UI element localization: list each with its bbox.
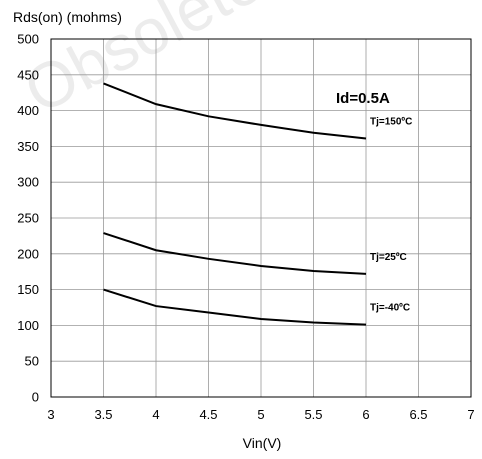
series-line [103,288,367,326]
plot-area [50,38,472,398]
y-tick-label: 500 [17,32,39,47]
series-line [103,232,367,275]
y-tick-label: 450 [17,67,39,82]
series-line [103,82,367,140]
x-tick-label: 7 [467,407,474,422]
y-axis-title: Rds(on) (mohms) [13,9,122,25]
series-lines [103,82,367,326]
y-tick-label: 50 [25,354,39,369]
x-tick-label: 3 [47,407,54,422]
y-tick-label: 250 [17,211,39,226]
x-tick-label: 6.5 [409,407,427,422]
x-tick-label: 6 [362,407,369,422]
y-tick-label: 100 [17,318,39,333]
y-tick-label: 200 [17,246,39,261]
y-tick-label: 150 [17,282,39,297]
series-label: Tj=-40ºC [370,303,410,314]
series-label: Tj=25ºC [370,252,407,263]
y-tick-label: 300 [17,175,39,190]
x-tick-label: 3.5 [94,407,112,422]
x-tick-label: 4.5 [199,407,217,422]
x-tick-label: 4 [152,407,159,422]
y-tick-label: 0 [32,390,39,405]
x-tick-labels: 3 3.5 4 4.5 5 5.5 6 6.5 7 [47,407,474,422]
y-tick-label: 350 [17,139,39,154]
x-axis-title: Vin(V) [243,435,282,451]
series-label: Tj=150ºC [370,117,412,128]
y-tick-label: 400 [17,103,39,118]
y-tick-labels: 0 50 100 150 200 250 300 350 400 450 500 [17,32,39,405]
x-tick-label: 5.5 [304,407,322,422]
gridlines [50,38,472,398]
x-tick-label: 5 [257,407,264,422]
condition-label: Id=0.5A [336,90,390,107]
series-labels: Tj=150ºC Tj=25ºC Tj=-40ºC [370,117,412,314]
